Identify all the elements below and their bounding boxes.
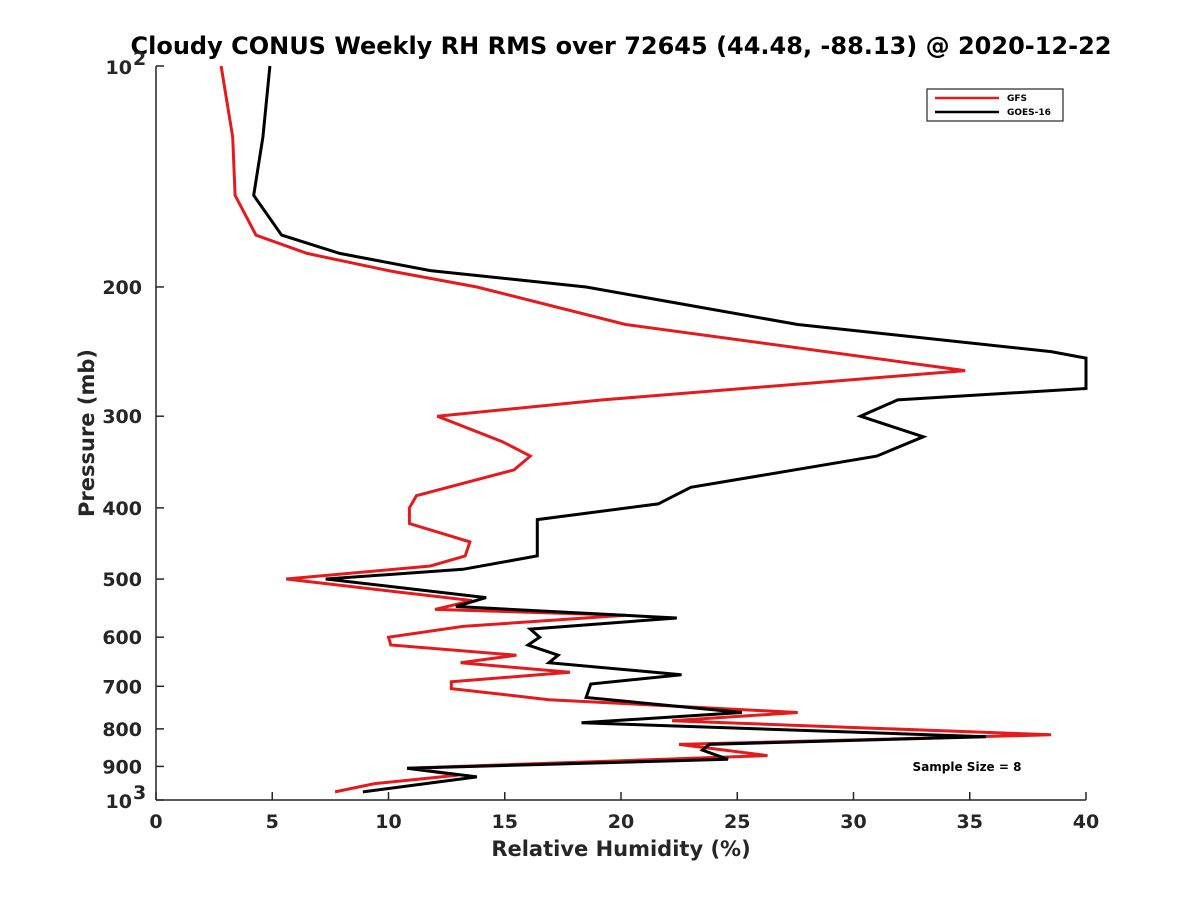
x-tick-label: 25 <box>724 811 750 833</box>
sample-size-annotation: Sample Size = 8 <box>913 760 1022 774</box>
series-layer <box>219 65 1088 794</box>
y-tick-label: 800 <box>102 719 142 741</box>
y-tick-label: 600 <box>102 627 142 649</box>
x-tick-label: 35 <box>957 811 983 833</box>
plot-area <box>156 66 1086 800</box>
y-tick-label: 10 <box>106 791 132 813</box>
x-tick-label: 20 <box>608 811 634 833</box>
y-axis-label: Pressure (mb) <box>75 349 99 517</box>
y-tick-label: 300 <box>102 406 142 428</box>
y-tick-label: 200 <box>102 277 142 299</box>
x-tick-label: 5 <box>266 811 279 833</box>
series-line-gfs <box>219 65 1052 794</box>
y-tick-label: 700 <box>102 676 142 698</box>
y-tick-label-exponent: 2 <box>133 48 146 70</box>
y-tick-label-exponent: 3 <box>133 782 146 804</box>
plot-background <box>156 66 1086 800</box>
y-tick-label: 500 <box>102 569 142 591</box>
y-tick-label: 900 <box>102 756 142 778</box>
legend: GFS GOES-16 <box>926 88 1064 122</box>
x-tick-label: 30 <box>840 811 866 833</box>
x-axis-label: Relative Humidity (%) <box>491 837 750 861</box>
x-tick-label: 15 <box>492 811 518 833</box>
legend-entry-gfs: GFS <box>1007 94 1027 104</box>
y-tick-label: 10 <box>106 57 132 79</box>
legend-entry-goes-16: GOES-16 <box>1007 108 1051 118</box>
x-tick-label: 10 <box>375 811 401 833</box>
x-tick-label: 40 <box>1073 811 1099 833</box>
y-tick-label: 400 <box>102 498 142 520</box>
x-tick-label: 0 <box>149 811 162 833</box>
series-line-goes-16 <box>252 65 1088 794</box>
chart-title: Cloudy CONUS Weekly RH RMS over 72645 (4… <box>131 32 1112 60</box>
legend-box <box>926 88 1064 122</box>
